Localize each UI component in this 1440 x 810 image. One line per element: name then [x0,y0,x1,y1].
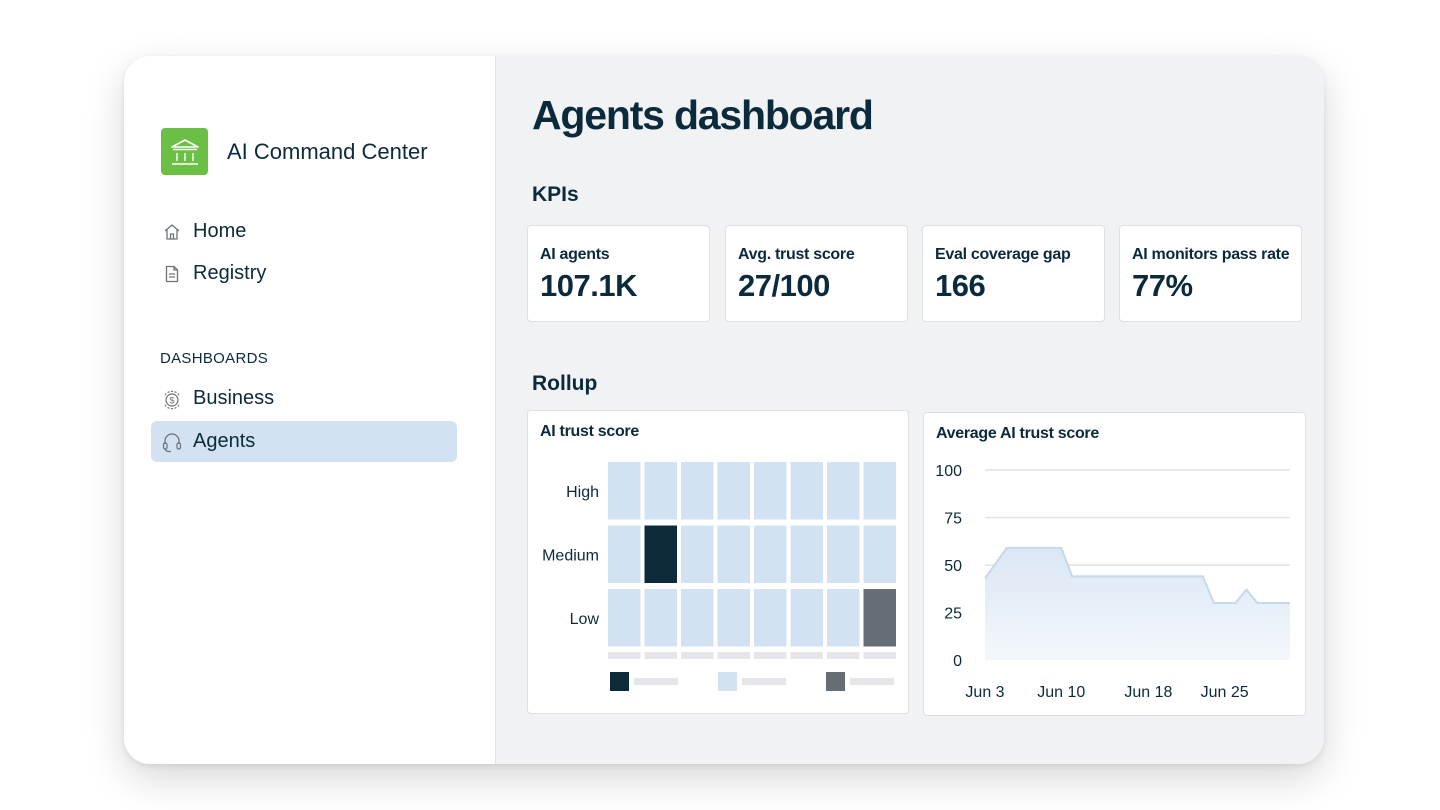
y-tick-label: 25 [944,606,962,623]
heatmap-cell [608,525,641,583]
avg-trust-score-chart-card[interactable]: Average AI trust score 0 25 50 75 100 Jun 3 Ju… [923,412,1306,716]
legend-label-placeholder [634,678,678,685]
brand[interactable]: AI Command Center [161,128,428,175]
kpi-value: 77% [1132,268,1193,303]
main-content: Agents dashboard KPIs AI agents 107.1K A… [496,56,1324,764]
trust-score-heatmap-card[interactable]: AI trust score High Medium Low [527,410,909,714]
bank-icon [161,128,208,175]
kpi-card-ai-agents[interactable]: AI agents 107.1K [527,225,710,322]
heatmap-row-label: High [566,484,599,501]
heatmap-cell [717,525,750,583]
heatmap-column-label-placeholder [681,652,714,659]
home-icon [161,221,183,243]
headset-icon [161,431,183,453]
kpi-label: Avg. trust score [738,246,855,263]
x-tick-label: Jun 3 [965,684,1004,701]
x-tick-label: Jun 18 [1124,684,1172,701]
kpi-label: AI monitors pass rate [1132,246,1290,263]
area-chart-title: Average AI trust score [936,425,1099,442]
app-name: AI Command Center [227,138,428,164]
heatmap-cell [644,462,677,520]
heatmap-cell [681,525,714,583]
x-tick-label: Jun 10 [1037,684,1085,701]
kpi-label: AI agents [540,246,610,263]
heatmap-cell [827,462,860,520]
heatmap-cell [608,589,641,647]
sidebar-item-registry[interactable]: Registry [151,253,457,294]
heatmap-chart: High Medium Low [542,462,896,691]
kpi-value: 107.1K [540,268,637,303]
heatmap-cell [608,462,641,520]
heatmap-column-label-placeholder [863,652,896,659]
heatmap-column-label-placeholder [644,652,677,659]
heatmap-cell [754,462,787,520]
page-title: Agents dashboard [532,92,874,138]
kpis-heading: KPIs [532,183,579,206]
y-tick-label: 0 [953,653,962,670]
heatmap-cell [681,462,714,520]
heatmap-cell [863,525,896,583]
x-tick-label: Jun 25 [1201,684,1249,701]
heatmap-cell [644,589,677,647]
heatmap-row-label: Medium [542,547,599,564]
legend-swatch [826,672,845,691]
y-tick-label: 100 [935,463,962,480]
kpi-label: Eval coverage gap [935,246,1071,263]
kpi-value: 27/100 [738,268,830,303]
kpi-card-avg-trust-score[interactable]: Avg. trust score 27/100 [725,225,908,322]
heatmap-cell [717,462,750,520]
app-window: AI Command Center Home Registry DASHBOAR… [124,56,1324,764]
heatmap-cell [644,525,677,583]
area-fill [985,547,1290,660]
heatmap-column-label-placeholder [790,652,823,659]
legend-swatch [610,672,629,691]
sidebar-item-label: Agents [193,430,256,452]
svg-text:$: $ [169,395,174,405]
heatmap-cell [754,589,787,647]
heatmap-column-label-placeholder [717,652,750,659]
heatmap-cell [827,525,860,583]
legend-label-placeholder [742,678,786,685]
rollup-heading: Rollup [532,372,598,395]
heatmap-column-label-placeholder [827,652,860,659]
heatmap-column-label-placeholder [754,652,787,659]
heatmap-cell [681,589,714,647]
heatmap-cell [827,589,860,647]
legend-swatch [718,672,737,691]
series-line [984,546,1290,604]
sidebar-item-agents[interactable]: Agents [151,421,457,462]
kpi-value: 166 [935,268,986,303]
heatmap-cell [790,462,823,520]
kpi-card-eval-coverage-gap[interactable]: Eval coverage gap 166 [922,225,1105,322]
area-chart: 0 25 50 75 100 Jun 3 Jun 10 Jun 18 Jun 25 [935,463,1290,701]
kpi-card-monitors-pass-rate[interactable]: AI monitors pass rate 77% [1119,225,1302,322]
heatmap-cell [863,589,896,647]
heatmap-row-label: Low [570,611,600,628]
sidebar: AI Command Center Home Registry DASHBOAR… [124,56,496,764]
document-icon [161,263,183,285]
sidebar-item-home[interactable]: Home [151,211,457,252]
sidebar-item-label: Home [193,220,247,242]
heatmap-cell [717,589,750,647]
heatmap-cell [790,589,823,647]
heatmap-cell [754,525,787,583]
heatmap-column-label-placeholder [608,652,641,659]
sidebar-item-business[interactable]: $ Business [151,378,457,419]
y-tick-label: 50 [944,558,962,575]
legend-label-placeholder [850,678,894,685]
heatmap-cell [863,462,896,520]
heatmap-title: AI trust score [540,423,639,440]
sidebar-item-label: Business [193,387,275,409]
money-cycle-icon: $ [161,388,183,410]
y-tick-label: 75 [944,511,962,528]
heatmap-cell [790,525,823,583]
dashboards-section-label: DASHBOARDS [160,350,269,367]
sidebar-item-label: Registry [193,262,267,284]
